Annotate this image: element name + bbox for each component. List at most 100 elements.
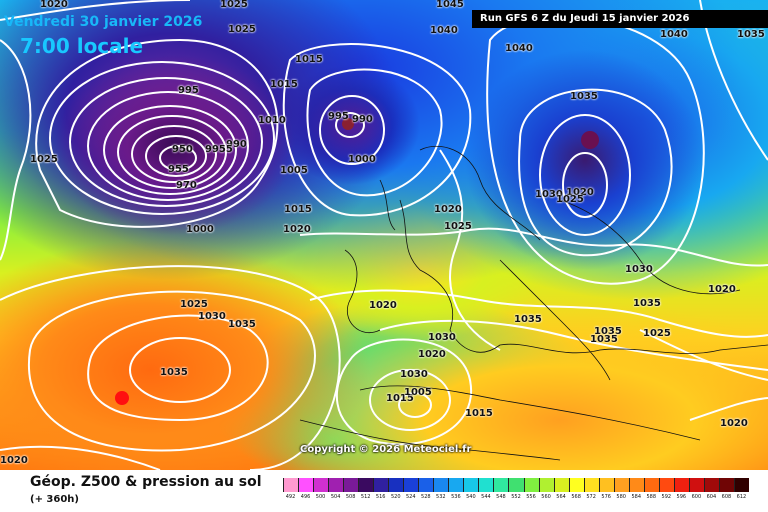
- color-scale-value: 516: [375, 494, 386, 500]
- isobar-label: 1025: [228, 24, 256, 35]
- isobar-label: 1015: [465, 408, 493, 419]
- color-scale-swatch: [568, 478, 584, 492]
- color-scale-value: 532: [436, 494, 446, 500]
- isobar-label: 1030: [198, 311, 226, 322]
- forecast-date: Vendredi 30 janvier 2026: [4, 14, 203, 30]
- color-scale-swatch: [298, 478, 314, 492]
- color-scale-value: 568: [571, 494, 581, 500]
- run-info-text: Run GFS 6 Z du Jeudi 15 janvier 2026: [480, 13, 690, 24]
- forecast-time: 7:00 locale: [20, 34, 144, 58]
- isobar-label: 1025: [180, 299, 208, 310]
- low-center-marker: [342, 118, 354, 130]
- isobar-label: 1015: [386, 393, 414, 404]
- color-scale-swatch: [583, 478, 599, 492]
- color-scale-swatch: [418, 478, 434, 492]
- color-scale-value: 580: [616, 494, 626, 500]
- color-scale-swatch: [538, 478, 554, 492]
- isobar-label: 1015: [270, 79, 298, 90]
- isobar-lines: [0, 0, 768, 470]
- isobar-label: 1035: [570, 91, 598, 102]
- color-scale-value: 608: [721, 494, 732, 500]
- color-scale-swatch: [403, 478, 419, 492]
- color-scale-value: 552: [511, 494, 521, 500]
- color-scale-value: 612: [736, 494, 747, 500]
- isobar-label: 1040: [505, 43, 533, 54]
- isobar-label: 1030: [625, 264, 653, 275]
- isobar-label: 1020: [40, 0, 68, 10]
- isobar-label: 1040: [660, 29, 688, 40]
- color-scale-swatch: [688, 478, 704, 492]
- lead-time: (+ 360h): [30, 494, 79, 505]
- color-scale-value: 540: [466, 494, 476, 500]
- color-scale-swatch: [523, 478, 539, 492]
- isobar-label: 955: [168, 164, 189, 175]
- color-scale-value: 504: [330, 494, 341, 500]
- isobar-label: 1025: [444, 221, 472, 232]
- color-scale-swatch: [508, 478, 524, 492]
- color-scale-swatch: [628, 478, 644, 492]
- color-scale-swatch: [358, 478, 374, 492]
- color-scale-value: 500: [315, 494, 326, 500]
- color-scale-value: 596: [676, 494, 687, 500]
- color-scale-swatch: [598, 478, 614, 492]
- color-scale-swatch: [448, 478, 464, 492]
- color-scale-swatch: [283, 478, 299, 492]
- color-scale-swatch: [313, 478, 329, 492]
- color-scale-swatch: [733, 478, 749, 492]
- color-scale-value: 492: [285, 494, 296, 500]
- isobar-label: 1020: [708, 284, 736, 295]
- isobar-label: 990: [226, 139, 247, 150]
- isobar-label: 1020: [720, 418, 748, 429]
- color-scale-swatch: [343, 478, 359, 492]
- isobar-label: 1020: [369, 300, 397, 311]
- isobar-label: 1020: [283, 224, 311, 235]
- geopotential-map: 1020 1025 1025 1045 1040 1040 1040 1035 1015 1015…: [0, 0, 768, 470]
- isobar-label: 1025: [556, 194, 584, 205]
- isobar-label: 1025: [643, 328, 671, 339]
- color-scale-swatch: [388, 478, 404, 492]
- isobar-label: 1045: [436, 0, 464, 10]
- color-scale-value: 592: [661, 494, 672, 500]
- isobar-label: 9955: [205, 144, 233, 155]
- color-scale-bar: [283, 478, 749, 492]
- color-scale-swatch: [673, 478, 689, 492]
- copyright-notice: Copyright © 2026 Meteociel.fr: [300, 444, 472, 455]
- color-scale-value: 576: [601, 494, 611, 500]
- coastlines: [299, 145, 768, 461]
- isobar-label: 1020: [434, 204, 462, 215]
- color-scale-swatch: [433, 478, 449, 492]
- product-title: Géop. Z500 & pression au sol: [30, 474, 262, 490]
- color-scale-swatch: [328, 478, 344, 492]
- isobar-label: 1040: [430, 25, 458, 36]
- color-scale-value: 548: [496, 494, 506, 500]
- isobar-label: 1000: [186, 224, 214, 235]
- color-scale-swatch: [553, 478, 569, 492]
- isobar-label: 1035: [228, 319, 256, 330]
- color-scale-swatch: [373, 478, 389, 492]
- subtropical-hot-spot: [115, 391, 129, 405]
- color-scale-value: 512: [360, 494, 371, 500]
- color-scale-value: 508: [345, 494, 356, 500]
- isobar-label: 1010: [258, 115, 286, 126]
- isobar-label: 1035: [590, 334, 618, 345]
- isobar-label: 990: [352, 114, 373, 125]
- isobar-label: 1035: [737, 29, 765, 40]
- isobar-label: 995: [178, 85, 199, 96]
- high-center-marker: [581, 131, 599, 149]
- color-scale-value: 524: [405, 494, 416, 500]
- color-scale-value: 520: [390, 494, 401, 500]
- isobar-label: 1015: [284, 204, 312, 215]
- isobar-label: 1000: [348, 154, 376, 165]
- run-info-banner: Run GFS 6 Z du Jeudi 15 janvier 2026: [472, 10, 768, 28]
- color-scale-value: 588: [646, 494, 657, 500]
- isobar-label: 970: [176, 180, 197, 191]
- color-scale-value: 528: [421, 494, 431, 500]
- color-scale-value: 564: [556, 494, 566, 500]
- color-scale-swatch: [658, 478, 674, 492]
- color-scale-labels: 492 496 500 504 508 512 516 520 524 528 532 536 540 5…: [283, 494, 749, 500]
- color-scale-value: 604: [706, 494, 717, 500]
- color-scale-swatch: [463, 478, 479, 492]
- color-scale-value: 572: [586, 494, 596, 500]
- isobar-label: 1025: [30, 154, 58, 165]
